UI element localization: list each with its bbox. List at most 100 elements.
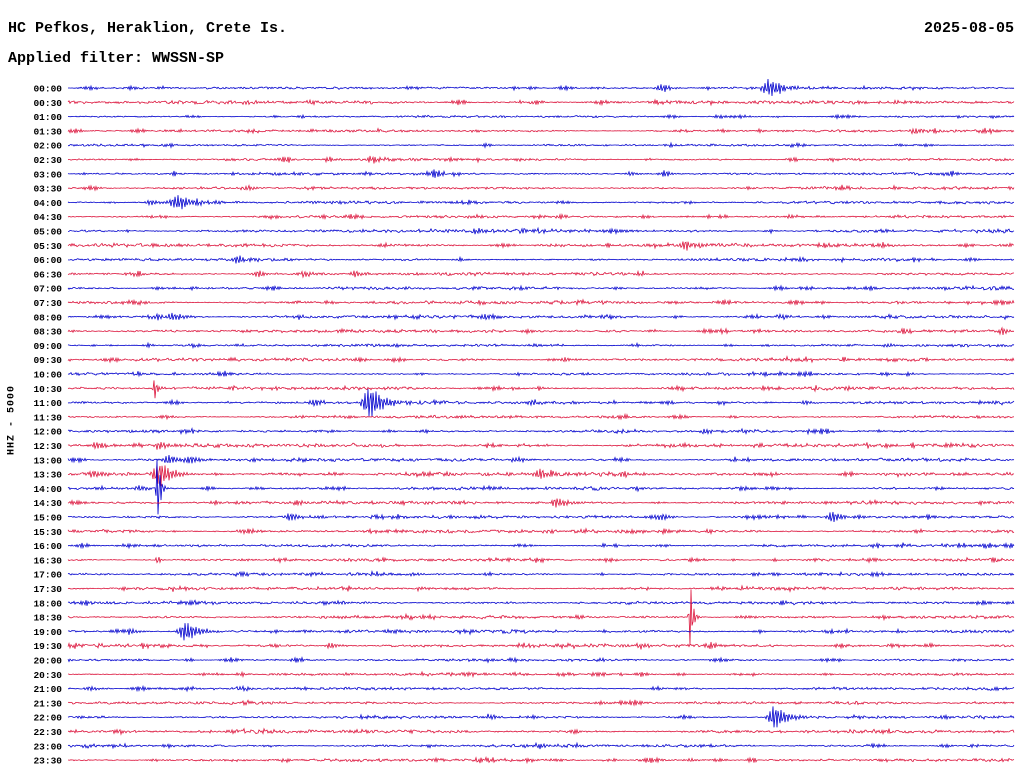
trace-row-1730	[67, 584, 1015, 593]
row-time-label: 16:00	[33, 541, 62, 552]
row-time-label: 22:30	[33, 727, 62, 738]
row-time-label: 04:30	[33, 212, 62, 223]
row-time-label: 12:30	[33, 441, 62, 452]
trace-row-0200	[68, 141, 1015, 149]
row-time-label: 05:30	[33, 241, 62, 252]
row-time-label: 20:30	[33, 670, 62, 681]
row-time-label: 21:30	[33, 698, 62, 709]
trace-row-0500	[68, 226, 1015, 235]
filter-label: Applied filter: WWSSN-SP	[8, 50, 225, 67]
trace-row-0800	[67, 312, 1015, 321]
row-time-label: 03:00	[33, 169, 62, 180]
row-time-label: 16:30	[33, 555, 62, 566]
trace-row-0130	[67, 127, 1015, 136]
trace-row-1400	[67, 458, 1015, 515]
trace-row-1230	[67, 441, 1015, 450]
trace-row-1800	[67, 599, 1015, 607]
row-time-label: 19:00	[33, 627, 62, 638]
trace-row-0530	[67, 241, 1015, 251]
trace-row-1000	[67, 370, 1015, 378]
row-time-label: 02:00	[33, 141, 62, 152]
row-time-label: 17:30	[33, 584, 62, 595]
trace-row-1700	[67, 569, 1015, 578]
row-time-label: 01:00	[33, 112, 62, 123]
trace-row-2330	[67, 755, 1015, 765]
trace-row-1130	[67, 412, 1015, 421]
row-time-label: 23:30	[33, 756, 62, 767]
row-time-label: 18:30	[33, 613, 62, 624]
trace-row-0400	[67, 195, 1015, 210]
station-title: HC Pefkos, Heraklion, Crete Is.	[8, 20, 288, 37]
trace-row-1630	[67, 556, 1015, 564]
trace-row-0000	[68, 78, 1015, 97]
trace-row-2130	[67, 699, 1015, 707]
row-time-label: 23:00	[33, 741, 62, 752]
row-time-label: 09:00	[33, 341, 62, 352]
trace-row-2200	[67, 706, 1015, 728]
trace-row-1900	[67, 623, 1015, 641]
row-time-label: 13:30	[33, 470, 62, 481]
row-time-label: 05:00	[33, 227, 62, 238]
row-time-label: 14:00	[33, 484, 62, 495]
row-time-label: 07:00	[33, 284, 62, 295]
trace-row-0930	[67, 355, 1015, 364]
trace-row-1300	[67, 455, 1015, 464]
trace-row-2000	[67, 656, 1015, 664]
trace-row-0100	[67, 113, 1015, 120]
trace-row-0630	[67, 269, 1014, 279]
row-time-label: 03:30	[33, 184, 62, 195]
row-time-label: 08:00	[33, 312, 62, 323]
trace-row-0730	[67, 298, 1015, 307]
row-time-label: 10:00	[33, 370, 62, 381]
trace-row-0830	[67, 326, 1015, 336]
record-date: 2025-08-05	[923, 20, 1014, 37]
row-time-label: 01:30	[33, 126, 62, 137]
trace-row-0300	[67, 169, 1015, 178]
trace-row-1200	[67, 427, 1015, 436]
trace-row-2100	[67, 684, 1015, 693]
row-time-label: 12:00	[33, 427, 62, 438]
row-time-label: 10:30	[33, 384, 62, 395]
trace-row-1500	[67, 511, 1015, 523]
trace-row-1100	[67, 389, 1015, 417]
row-time-label: 15:00	[33, 513, 62, 524]
trace-row-1030	[67, 380, 1015, 399]
row-time-label: 21:00	[33, 684, 62, 695]
row-time-label: 06:00	[33, 255, 62, 266]
trace-row-0700	[67, 284, 1015, 292]
row-time-label: 11:30	[33, 412, 62, 423]
trace-row-2300	[67, 741, 1015, 750]
row-time-label: 08:30	[33, 327, 62, 338]
row-time-label: 22:00	[33, 713, 62, 724]
trace-row-2030	[67, 670, 1015, 679]
row-time-label: 14:30	[33, 498, 62, 509]
trace-row-1830	[67, 589, 1015, 646]
trace-row-0600	[67, 255, 1015, 264]
trace-row-1600	[68, 541, 1015, 550]
row-time-label: 18:00	[33, 598, 62, 609]
trace-row-0030	[67, 98, 1015, 107]
row-time-label: 07:30	[33, 298, 62, 309]
row-time-label: 00:00	[33, 84, 62, 95]
row-time-label: 11:00	[33, 398, 62, 409]
row-time-label: 00:30	[33, 98, 62, 109]
row-time-label: 02:30	[33, 155, 62, 166]
row-time-label: 15:30	[33, 527, 62, 538]
trace-row-0900	[67, 341, 1015, 350]
row-time-label: 13:00	[33, 455, 62, 466]
trace-row-1530	[67, 527, 1015, 536]
trace-row-1930	[67, 641, 1015, 650]
row-time-label: 20:00	[33, 656, 62, 667]
row-time-label: 09:30	[33, 355, 62, 366]
trace-row-0330	[68, 184, 1015, 192]
row-time-label: 17:00	[33, 570, 62, 581]
row-time-label: 04:00	[33, 198, 62, 209]
trace-row-2230	[67, 727, 1015, 736]
trace-row-0430	[67, 213, 1015, 221]
row-time-label: 19:30	[33, 641, 62, 652]
trace-row-1430	[67, 498, 1015, 508]
trace-row-0230	[67, 155, 1015, 164]
trace-row-1330	[67, 464, 1015, 487]
row-time-label: 06:30	[33, 269, 62, 280]
